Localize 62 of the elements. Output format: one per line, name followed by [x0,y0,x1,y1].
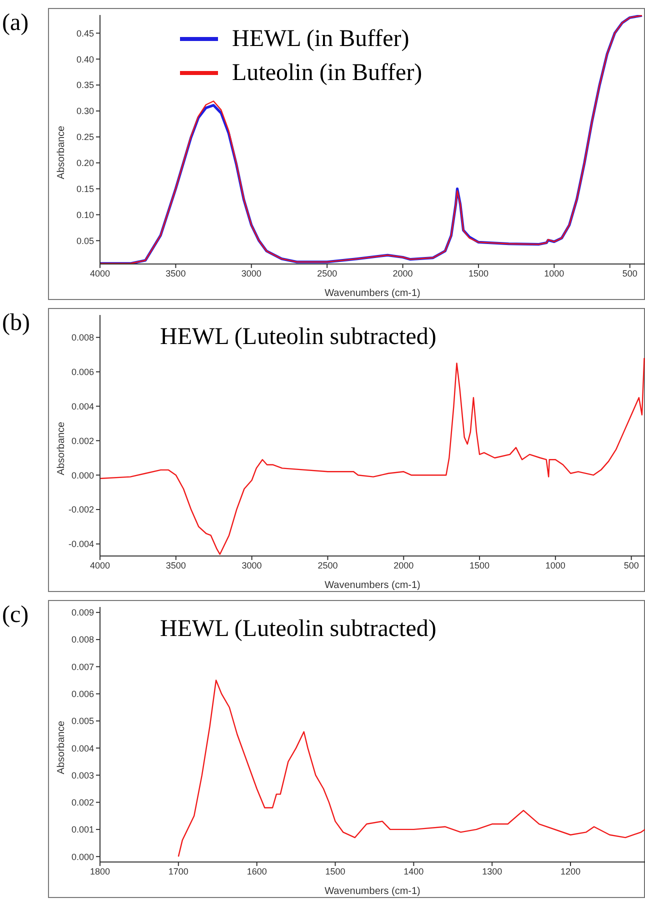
text: (b) [2,310,30,337]
text: (a) [2,10,29,37]
y-axis-title: Absorbance [56,125,68,179]
x-tick-label: 1500 [325,866,346,876]
x-tick-label: 1500 [470,560,490,570]
y-tick-label: 0.40 [76,54,94,64]
y-tick-label: 0.009 [71,608,94,618]
text: (c) [2,602,29,629]
y-tick-label: 0.35 [76,80,94,90]
y-tick-label: 0.007 [71,662,94,672]
y-tick-label: 0.008 [71,634,94,645]
x-tick-label: 4000 [90,560,110,570]
legend-label: HEWL (in Buffer) [232,25,410,54]
y-tick-label: 0.006 [71,367,94,377]
x-tick-label: 1700 [168,866,188,876]
x-tick-label: 2000 [392,268,413,278]
x-tick-label: 2500 [318,560,338,570]
x-tick-label: 3000 [242,560,262,570]
x-tick-label: 1400 [404,866,424,876]
x-tick-label: 1000 [544,268,564,278]
y-tick-label: 0.25 [76,132,94,142]
y-tick-label: 0.45 [76,28,94,38]
chart-title: HEWL (Luteolin subtracted) [160,616,436,643]
x-tick-label: 4000 [90,268,110,278]
x-tick-label: 1800 [90,866,110,876]
x-tick-label: 1200 [560,866,581,876]
x-tick-label: 1300 [482,866,502,876]
y-tick-label: 0.004 [71,401,94,412]
y-tick-label: 0.003 [71,770,94,780]
y-tick-label: 0.05 [76,236,94,246]
x-tick-label: 3500 [166,560,186,570]
x-tick-label: 3500 [166,268,186,278]
y-tick-label: 0.002 [71,436,94,446]
legend-label: Luteolin (in Buffer) [232,59,422,88]
y-tick-label: 0.20 [76,158,94,168]
x-tick-label: 1000 [545,560,566,570]
y-tick-label: 0.10 [76,210,94,220]
y-tick-label: 0.008 [71,332,94,343]
y-tick-label: 0.002 [71,798,94,808]
y-axis-title: Absorbance [56,421,68,475]
x-tick-label: 500 [624,560,639,570]
x-axis-title: Wavenumbers (cm-1) [324,580,420,591]
y-tick-label: 0.30 [76,106,94,116]
y-tick-label: 0.006 [71,689,94,700]
chart-title: HEWL (Luteolin subtracted) [160,324,436,351]
y-tick-label: -0.002 [68,504,94,515]
y-tick-label: -0.004 [68,539,94,550]
y-axis-title: Absorbance [56,720,68,774]
x-axis-title: Wavenumbers (cm-1) [324,288,420,299]
y-tick-label: 0.001 [71,824,94,835]
x-tick-label: 500 [622,268,638,278]
x-tick-label: 1500 [468,268,488,278]
y-tick-label: 0.000 [71,470,94,480]
x-tick-label: 2500 [317,268,338,278]
y-tick-label: 0.15 [76,184,94,194]
y-tick-label: 0.004 [71,743,94,754]
y-tick-label: 0.005 [71,716,94,726]
x-tick-label: 3000 [241,268,262,278]
x-tick-label: 1600 [246,866,267,876]
x-tick-label: 2000 [394,560,414,570]
y-tick-label: 0.000 [71,852,94,862]
x-axis-title: Wavenumbers (cm-1) [324,886,420,897]
